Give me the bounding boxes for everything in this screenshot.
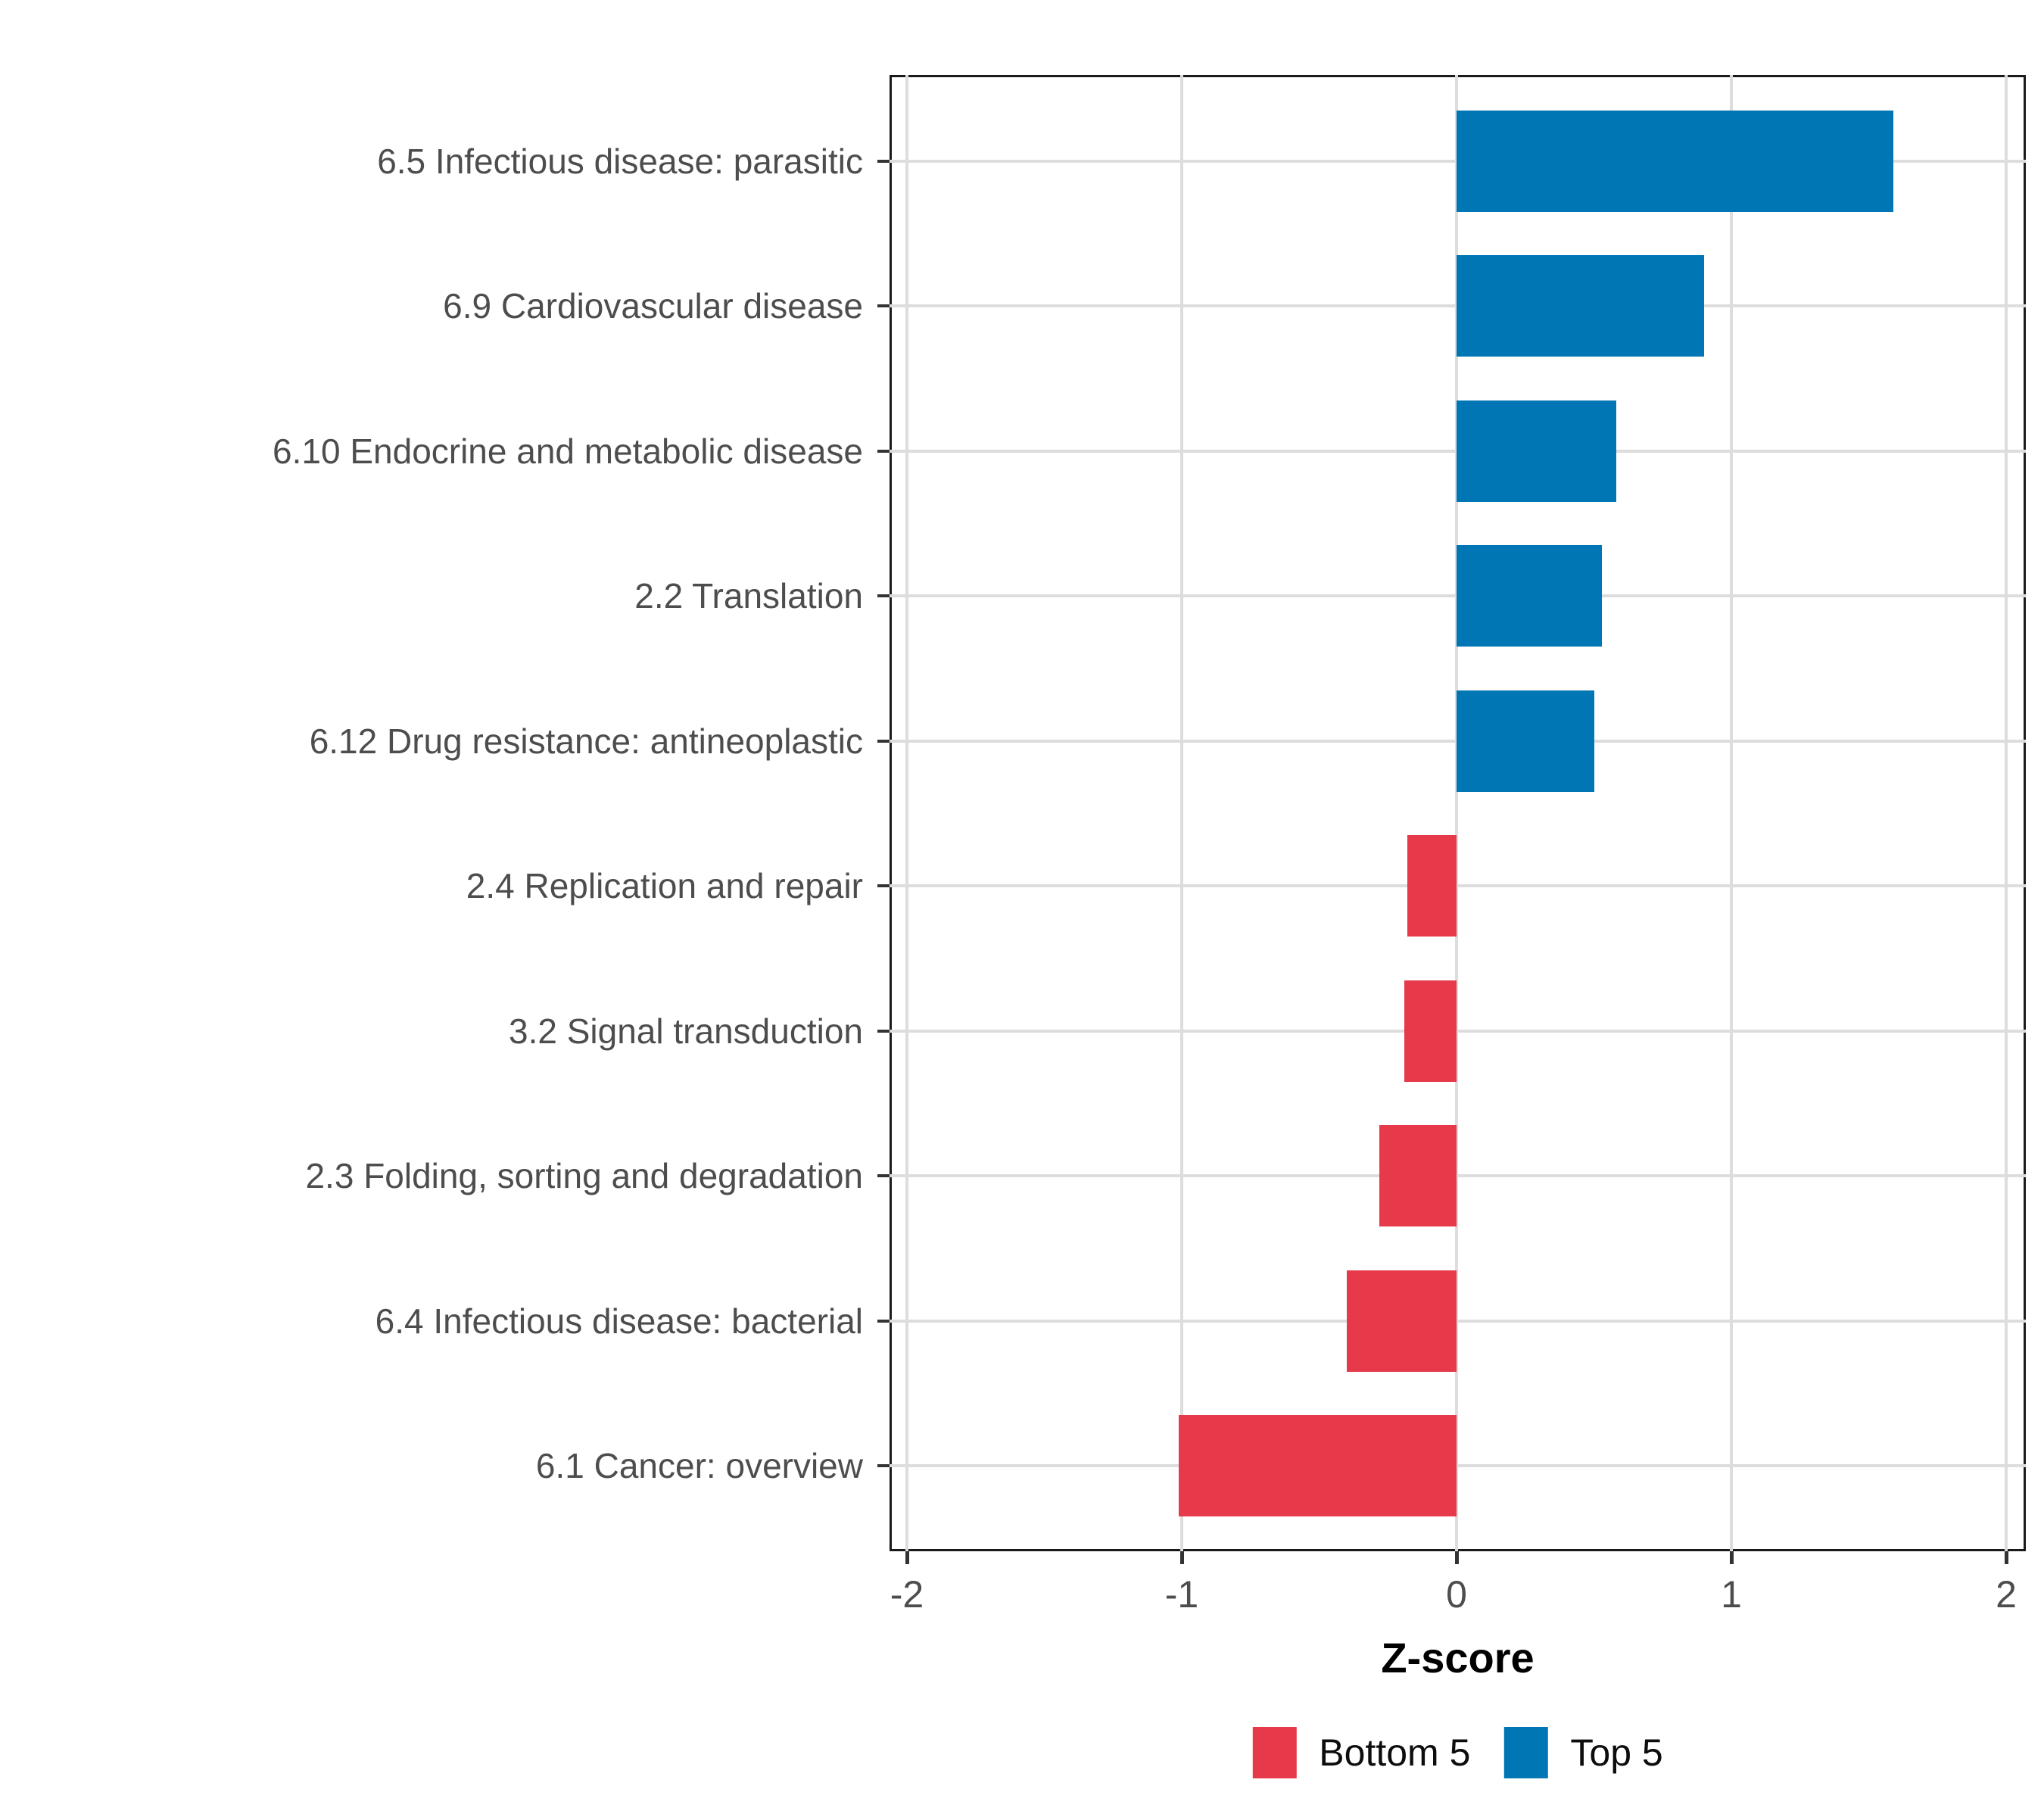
x-axis-title: Z-score — [1381, 1634, 1535, 1681]
y-tick-mark — [877, 1463, 890, 1467]
x-tick-mark — [1730, 1551, 1734, 1564]
x-axis-tick-label: 1 — [1721, 1573, 1742, 1616]
y-tick-mark — [877, 304, 890, 308]
y-axis-label: 6.5 Infectious disease: parasitic — [377, 142, 863, 181]
bar-4 — [1457, 545, 1603, 647]
y-axis-label: 6.1 Cancer: overview — [535, 1445, 863, 1485]
y-tick-mark — [877, 449, 890, 453]
bar-8 — [1379, 1125, 1457, 1227]
legend-item: Top 5 — [1503, 1727, 1663, 1778]
x-tick-mark — [905, 1551, 909, 1564]
x-tick-mark — [1180, 1551, 1184, 1564]
bar-5 — [1457, 690, 1594, 792]
bar-1 — [1457, 111, 1894, 212]
y-axis-label: 2.4 Replication and repair — [466, 866, 863, 906]
horizontal-gridline — [890, 1463, 2026, 1467]
bar-7 — [1404, 980, 1457, 1082]
legend-key-swatch — [1503, 1727, 1548, 1778]
bar-10 — [1179, 1414, 1457, 1516]
vertical-gridline — [1455, 75, 1458, 1551]
x-tick-mark — [2005, 1551, 2008, 1564]
horizontal-gridline — [890, 884, 2026, 888]
horizontal-gridline — [890, 1029, 2026, 1033]
y-tick-mark — [877, 1174, 890, 1178]
vertical-gridline — [1180, 75, 1183, 1551]
y-axis-label: 6.9 Cardiovascular disease — [443, 286, 863, 326]
vertical-gridline — [1730, 75, 1733, 1551]
horizontal-gridline — [890, 1319, 2026, 1323]
y-axis-label: 6.12 Drug resistance: antineoplastic — [309, 721, 863, 761]
y-tick-mark — [877, 884, 890, 888]
x-axis-tick-label: 2 — [1996, 1573, 2017, 1616]
y-tick-mark — [877, 1029, 890, 1033]
x-axis-tick-label: 0 — [1446, 1573, 1467, 1616]
bar-9 — [1346, 1270, 1457, 1372]
y-tick-mark — [877, 160, 890, 163]
vertical-gridline — [2005, 75, 2008, 1551]
y-tick-mark — [877, 1319, 890, 1323]
bar-3 — [1457, 400, 1616, 502]
legend-item: Bottom 5 — [1252, 1727, 1470, 1778]
legend-label: Bottom 5 — [1319, 1731, 1471, 1774]
x-axis-tick-label: -2 — [890, 1573, 924, 1616]
y-axis-label: 6.4 Infectious disease: bacterial — [375, 1301, 863, 1341]
vertical-gridline — [905, 75, 908, 1551]
x-axis-tick-label: -1 — [1164, 1573, 1199, 1616]
plot-panel — [890, 75, 2026, 1551]
y-axis-label: 3.2 Signal transduction — [509, 1011, 863, 1051]
y-axis-label: 2.2 Translation — [634, 576, 863, 616]
bar-6 — [1407, 835, 1457, 937]
bar-2 — [1457, 255, 1704, 357]
x-tick-mark — [1455, 1551, 1459, 1564]
legend-label: Top 5 — [1570, 1731, 1663, 1774]
y-axis-label: 6.10 Endocrine and metabolic disease — [273, 431, 863, 471]
legend: Bottom 5 Top 5 — [1252, 1727, 1663, 1778]
y-tick-mark — [877, 739, 890, 743]
y-tick-mark — [877, 594, 890, 598]
legend-key-swatch — [1252, 1727, 1297, 1778]
horizontal-gridline — [890, 1174, 2026, 1178]
y-axis-label: 2.3 Folding, sorting and degradation — [305, 1156, 863, 1196]
